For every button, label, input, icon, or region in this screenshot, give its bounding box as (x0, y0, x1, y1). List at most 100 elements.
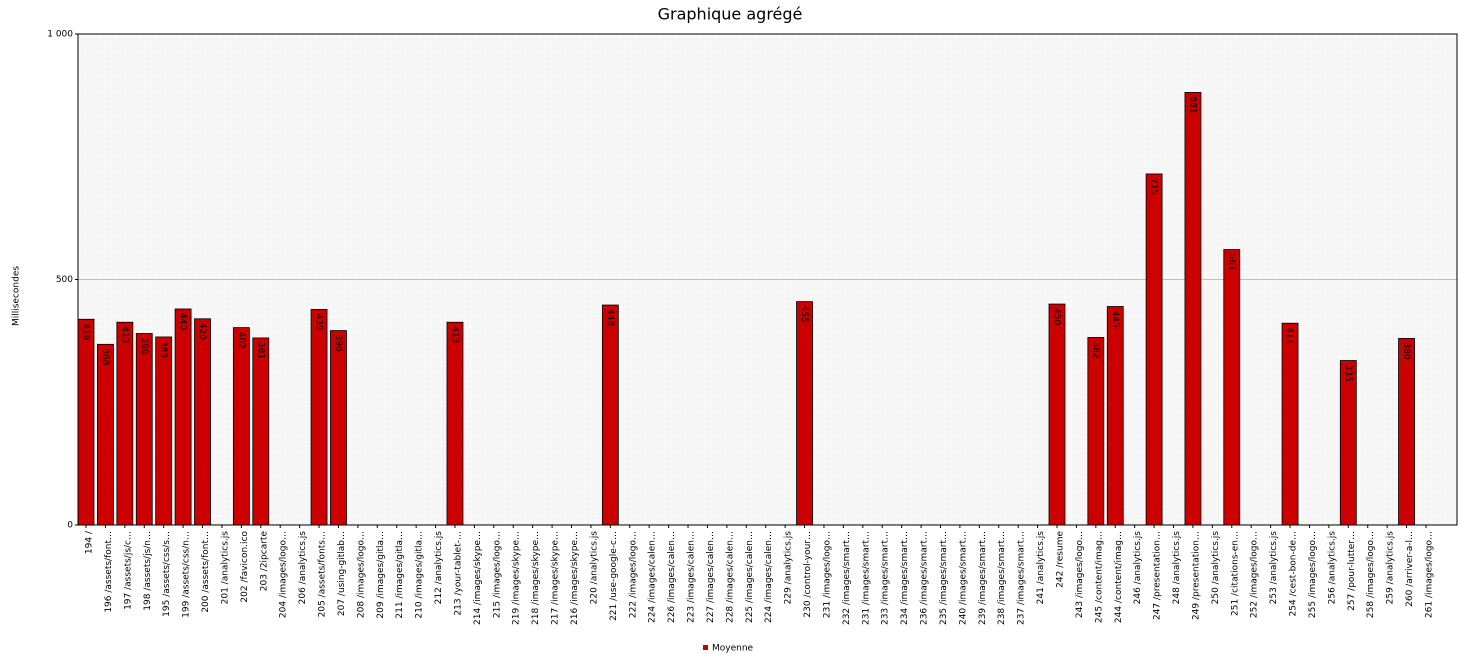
x-tick-label: 197 /assets/js/c… (123, 531, 133, 610)
value-label: 450 (1052, 308, 1062, 325)
value-label: 439 (314, 313, 324, 330)
value-label: 390 (139, 338, 149, 355)
x-tick-label: 210 /images/gitla… (415, 531, 425, 619)
value-label: 413 (119, 326, 129, 343)
chart-title: Graphique agrégé (658, 5, 803, 24)
x-tick-label: 237 /images/smart… (1017, 531, 1027, 625)
bar (446, 321, 464, 526)
x-tick-label: 247 /presentation… (1153, 531, 1163, 620)
x-tick-label: 230 /control-your… (803, 531, 813, 618)
x-tick-label: 233 /images/smart… (881, 531, 891, 625)
value-label: 420 (197, 323, 207, 340)
value-label: 382 (1090, 341, 1100, 358)
value-label: 561 (1226, 254, 1236, 271)
bar (232, 327, 250, 526)
bar (1087, 337, 1105, 526)
x-tick-label: 200 /assets/font… (201, 531, 211, 613)
bar (796, 301, 813, 526)
x-tick-label: 220 /analytics.js (589, 531, 599, 605)
bar (135, 333, 153, 526)
x-tick-label: 260 /arriver-a-l… (1405, 531, 1415, 607)
x-tick-label: 198 /assets/js/n… (143, 531, 153, 611)
bar (97, 343, 114, 526)
x-tick-label: 232 /images/smart… (842, 531, 852, 625)
x-tick-label: 257 /pour-lutter… (1347, 531, 1357, 611)
y-tick-label: 0 (67, 521, 73, 531)
x-tick-label: 218 /images/skype… (531, 531, 541, 625)
y-tick-label: 1 000 (47, 30, 73, 40)
bar (252, 337, 270, 526)
x-tick-label: 227 /images/calen… (706, 531, 716, 623)
bar (1048, 303, 1066, 526)
x-tick-label: 201 /analytics.js (220, 531, 230, 605)
x-tick-label: 246 /analytics.js (1133, 531, 1143, 605)
x-tick-label: 208 /images/logo… (356, 531, 366, 618)
bar (310, 309, 328, 526)
x-tick-label: 224 /images/calen… (764, 531, 774, 623)
bar (601, 304, 619, 526)
value-label: 445 (1110, 311, 1120, 328)
legend-label: Moyenne (712, 644, 754, 654)
plot-frame (77, 33, 1458, 526)
x-tick-label: 235 /images/smart… (939, 531, 949, 625)
value-label: 383 (158, 341, 168, 358)
x-tick-label: 196 /assets/font… (104, 531, 114, 613)
value-label: 368 (100, 348, 110, 365)
x-tick-label: 219 /images/skype… (512, 531, 522, 625)
bar (330, 330, 347, 526)
x-tick-label: 245 /content/imag… (1094, 531, 1104, 623)
x-tick-label: 211 /images/gitla… (395, 531, 405, 619)
bar (1398, 338, 1415, 526)
x-tick-label: 214 /images/skype… (473, 531, 483, 625)
x-tick-label: 240 /images/smart… (958, 531, 968, 625)
x-tick-label: 199 /assets/css/n… (182, 531, 192, 618)
x-tick-label: 224 /images/calen… (648, 531, 658, 623)
x-tick-label: 255 /images/logo… (1308, 531, 1318, 618)
x-tick-label: 234 /images/smart… (900, 531, 910, 625)
x-tick-label: 248 /analytics.js (1172, 531, 1182, 605)
x-tick-label: 256 /analytics.js (1327, 531, 1337, 605)
x-tick-label: 244 /content/imag… (1114, 531, 1124, 623)
x-tick-label: 243 /images/logo… (1075, 531, 1085, 618)
x-tick-label: 194 / (85, 530, 95, 554)
value-label: 715 (1149, 178, 1159, 195)
x-tick-label: 223 /images/calen… (687, 531, 697, 623)
x-tick-label: 216 /images/skype… (570, 531, 580, 625)
x-tick-label: 236 /images/smart… (920, 531, 930, 625)
x-tick-label: 259 /analytics.js (1386, 531, 1396, 605)
x-tick-label: 212 /analytics.js (434, 531, 444, 605)
bar (1223, 249, 1241, 526)
x-tick-label: 238 /images/smart… (997, 531, 1007, 625)
x-tick-label: 239 /images/smart… (978, 531, 988, 625)
value-label: 411 (1285, 327, 1295, 344)
x-tick-label: 252 /images/logo… (1250, 531, 1260, 618)
bar (116, 321, 134, 526)
x-tick-label: 254 /cest-bon-de… (1289, 531, 1299, 616)
x-tick-label: 251 /citations-en… (1230, 531, 1240, 616)
x-tick-label: 221 /use-google-c… (609, 531, 619, 621)
x-tick-label: 226 /images/calen… (667, 531, 677, 623)
bar (1145, 173, 1163, 526)
x-tick-label: 203 /2ipcarte (259, 531, 269, 592)
x-tick-label: 217 /images/skype… (551, 531, 561, 625)
x-tick-label: 250 /analytics.js (1211, 531, 1221, 605)
y-axis-label: Millisecondes (12, 266, 22, 326)
value-label: 381 (255, 342, 265, 359)
x-tick-label: 202 /favicon.ico (240, 531, 250, 603)
bar (194, 318, 211, 526)
x-tick-label: 241 /analytics.js (1036, 531, 1046, 605)
x-tick-label: 242 /resume (1056, 531, 1066, 588)
x-tick-label: 204 /images/logo… (279, 531, 289, 618)
legend-swatch (703, 645, 708, 650)
x-tick-label: 206 /analytics.js (298, 531, 308, 605)
bar (1106, 306, 1124, 526)
value-label: 380 (1401, 342, 1411, 359)
value-label: 440 (178, 313, 188, 330)
x-tick-label: 207 /using-gitlab… (337, 531, 347, 616)
x-tick-label: 228 /images/calen… (725, 531, 735, 623)
value-label: 402 (236, 332, 246, 349)
y-tick-label: 500 (56, 275, 73, 285)
bar (1184, 92, 1202, 526)
bar (174, 308, 192, 526)
value-label: 335 (1343, 365, 1353, 382)
